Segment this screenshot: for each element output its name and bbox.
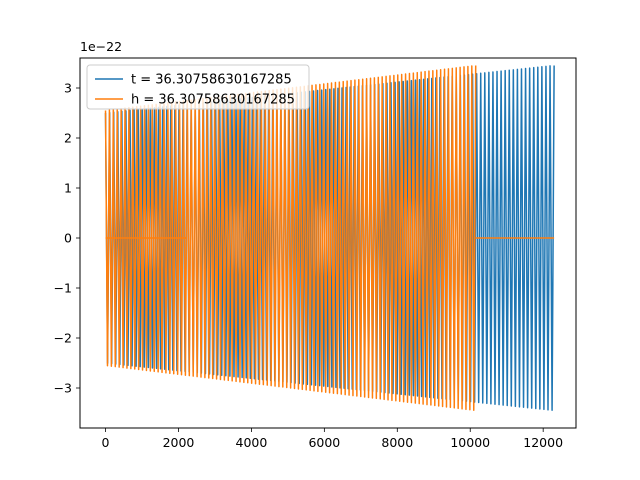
y-tick-label: −1 [54, 281, 72, 296]
series-layer [104, 65, 555, 412]
y-tick-label: 0 [64, 231, 72, 246]
x-tick-label: 4000 [236, 435, 268, 450]
y-tick-label: −2 [54, 331, 72, 346]
x-tick-label: 2000 [163, 435, 195, 450]
y-tick-label: 2 [64, 131, 72, 146]
axes-frame [79, 57, 577, 429]
x-tick-label: 6000 [308, 435, 340, 450]
y-offset-label: 1e−22 [80, 39, 122, 54]
series-line [104, 65, 477, 412]
plot-area [79, 57, 577, 429]
x-axis: 0 2000 4000 6000 8000 10000 12000 [102, 428, 563, 450]
y-tick-label: 3 [64, 81, 72, 96]
x-tick-label: 8000 [381, 435, 413, 450]
legend-label: h = 36.30758630167285 [131, 93, 295, 108]
legend: t = 36.30758630167285 h = 36.307586301672… [86, 64, 310, 110]
y-axis: −3 −2 −1 0 1 2 3 [54, 81, 80, 396]
legend-box [86, 64, 310, 110]
series-h [104, 65, 555, 412]
y-tick-label: −3 [54, 381, 72, 396]
y-tick-label: 1 [64, 181, 72, 196]
x-tick-label: 0 [102, 435, 110, 450]
legend-label: t = 36.30758630167285 [131, 73, 292, 88]
x-tick-label: 12000 [523, 435, 563, 450]
x-tick-label: 10000 [450, 435, 490, 450]
